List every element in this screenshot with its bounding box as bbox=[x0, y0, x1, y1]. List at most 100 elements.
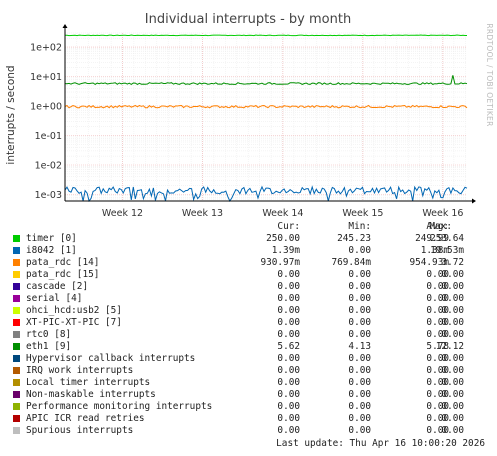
legend-series-name: APIC ICR read retries bbox=[26, 413, 145, 424]
x-tick-label: Week 16 bbox=[422, 208, 463, 219]
legend-value-cur: 0.00 bbox=[277, 293, 300, 304]
legend-value-avg: 0.00 bbox=[426, 365, 449, 376]
legend-row: APIC ICR read retries 0.00 0.00 0.00 0.00 bbox=[12, 413, 488, 425]
legend-value-min: 0.00 bbox=[348, 353, 371, 364]
legend-value-max: 19.53m bbox=[430, 245, 464, 256]
legend-value-avg: 0.00 bbox=[426, 281, 449, 292]
chart-title: Individual interrupts - by month bbox=[145, 12, 351, 27]
y-tick-label: 1e-03 bbox=[35, 190, 62, 201]
legend-value-cur: 0.00 bbox=[277, 281, 300, 292]
legend-value-max: 0.00 bbox=[441, 293, 464, 304]
legend-value-max: 0.00 bbox=[441, 353, 464, 364]
x-tick-label: Week 12 bbox=[102, 208, 143, 219]
interrupts-chart: Individual interrupts - by month interru… bbox=[5, 12, 494, 219]
rrdtool-watermark: RRDTOOL / TOBI OETIKER bbox=[485, 23, 494, 126]
legend-series-name: Performance monitoring interrupts bbox=[26, 401, 213, 412]
legend-value-min: 4.13 bbox=[348, 341, 371, 352]
legend-value-cur: 0.00 bbox=[277, 269, 300, 280]
legend-value-avg: 249.99 bbox=[415, 233, 449, 244]
legend-row: pata_rdc [15] 0.00 0.00 0.00 0.00 bbox=[12, 269, 488, 281]
legend-value-min: 0.00 bbox=[348, 305, 371, 316]
legend-row: XT-PIC-XT-PIC [7] 0.00 0.00 0.00 0.00 bbox=[12, 317, 488, 329]
header-max: Max: bbox=[429, 221, 452, 232]
legend-value-min: 0.00 bbox=[348, 401, 371, 412]
legend-value-min: 0.00 bbox=[348, 245, 371, 256]
x-tick-label: Week 13 bbox=[182, 208, 223, 219]
legend-series-name: Spurious interrupts bbox=[26, 425, 134, 436]
legend-value-avg: 0.00 bbox=[426, 413, 449, 424]
legend-row: Hypervisor callback interrupts 0.00 0.00 0.… bbox=[12, 353, 488, 365]
legend-value-max: 0.00 bbox=[441, 389, 464, 400]
legend-swatch bbox=[13, 367, 20, 374]
legend-swatch bbox=[13, 355, 20, 362]
axes bbox=[62, 24, 476, 204]
legend-swatch bbox=[13, 331, 20, 338]
legend-value-cur: 0.00 bbox=[277, 425, 300, 436]
legend-value-avg: 0.00 bbox=[426, 401, 449, 412]
legend-series-name: Non-maskable interrupts bbox=[26, 389, 156, 400]
legend-value-min: 0.00 bbox=[348, 269, 371, 280]
legend-series-name: IRQ work interrupts bbox=[26, 365, 134, 376]
legend-swatch bbox=[13, 391, 20, 398]
legend-value-cur: 0.00 bbox=[277, 365, 300, 376]
legend-rows: timer [0] 250.00 245.23 249.99 253.64 i8042 [… bbox=[12, 233, 488, 437]
legend-value-avg: 0.00 bbox=[426, 353, 449, 364]
legend-row: timer [0] 250.00 245.23 249.99 253.64 bbox=[12, 233, 488, 245]
legend-swatch bbox=[13, 283, 20, 290]
legend-value-avg: 0.00 bbox=[426, 305, 449, 316]
legend-row: Non-maskable interrupts 0.00 0.00 0.00 0.00 bbox=[12, 389, 488, 401]
legend-value-cur: 930.97m bbox=[260, 257, 300, 268]
last-update: Last update: Thu Apr 16 10:00:20 2026 bbox=[276, 438, 485, 449]
legend-row: Performance monitoring interrupts 0.00 0.0… bbox=[12, 401, 488, 413]
legend-value-max: 0.00 bbox=[441, 281, 464, 292]
legend-value-min: 769.84m bbox=[331, 257, 371, 268]
legend-value-cur: 0.00 bbox=[277, 317, 300, 328]
legend-value-cur: 0.00 bbox=[277, 305, 300, 316]
legend-swatch bbox=[13, 319, 20, 326]
legend-value-avg: 0.00 bbox=[426, 377, 449, 388]
legend-swatch bbox=[13, 307, 20, 314]
series-line-2 bbox=[64, 104, 468, 109]
y-axis-label: interrupts / second bbox=[5, 65, 17, 164]
legend-row: serial [4] 0.00 0.00 0.00 0.00 bbox=[12, 293, 488, 305]
y-axis-arrow bbox=[62, 24, 68, 28]
legend-value-avg: 0.00 bbox=[426, 293, 449, 304]
legend-value-min: 0.00 bbox=[348, 281, 371, 292]
y-tick-label: 1e-02 bbox=[35, 161, 62, 172]
legend-value-min: 0.00 bbox=[348, 293, 371, 304]
legend-swatch bbox=[13, 259, 20, 266]
legend-row: eth1 [9] 5.62 4.13 5.78 12.12 bbox=[12, 341, 488, 353]
grid bbox=[65, 32, 467, 202]
legend-value-min: 0.00 bbox=[348, 377, 371, 388]
legend-value-min: 245.23 bbox=[337, 233, 371, 244]
series-line-9 bbox=[64, 75, 468, 86]
legend-value-min: 0.00 bbox=[348, 365, 371, 376]
legend-swatch bbox=[13, 271, 20, 278]
legend-swatch bbox=[13, 379, 20, 386]
legend-table: Cur: Min: Avg: Max: timer [0] 250.00 245.2… bbox=[12, 221, 488, 437]
legend-swatch bbox=[13, 295, 20, 302]
series-line-0 bbox=[65, 34, 467, 37]
series-line-1 bbox=[64, 185, 468, 203]
legend-series-name: pata_rdc [14] bbox=[26, 257, 100, 268]
legend-value-min: 0.00 bbox=[348, 413, 371, 424]
legend-value-min: 0.00 bbox=[348, 389, 371, 400]
legend-value-max: 0.00 bbox=[441, 425, 464, 436]
legend-row: ohci_hcd:usb2 [5] 0.00 0.00 0.00 0.00 bbox=[12, 305, 488, 317]
y-tick-labels: 1e+02 1e+01 1e+00 1e-01 1e-02 1e-03 bbox=[30, 43, 62, 201]
legend-series-name: timer [0] bbox=[26, 233, 77, 244]
legend-series-name: serial [4] bbox=[26, 293, 83, 304]
legend-value-max: 0.00 bbox=[441, 365, 464, 376]
legend-value-max: 0.00 bbox=[441, 305, 464, 316]
header-min: Min: bbox=[348, 221, 371, 232]
legend-value-max: 3.72 bbox=[441, 257, 464, 268]
x-tick-labels: Week 12 Week 13 Week 14 Week 15 Week 16 bbox=[102, 208, 464, 219]
legend-value-cur: 0.00 bbox=[277, 377, 300, 388]
x-axis-arrow bbox=[472, 198, 476, 204]
legend-value-cur: 0.00 bbox=[277, 413, 300, 424]
header-cur: Cur: bbox=[277, 221, 300, 232]
legend-series-name: Hypervisor callback interrupts bbox=[26, 353, 196, 364]
legend-row: Spurious interrupts 0.00 0.00 0.00 0.00 bbox=[12, 425, 488, 437]
legend-row: IRQ work interrupts 0.00 0.00 0.00 0.00 bbox=[12, 365, 488, 377]
legend-value-cur: 0.00 bbox=[277, 401, 300, 412]
